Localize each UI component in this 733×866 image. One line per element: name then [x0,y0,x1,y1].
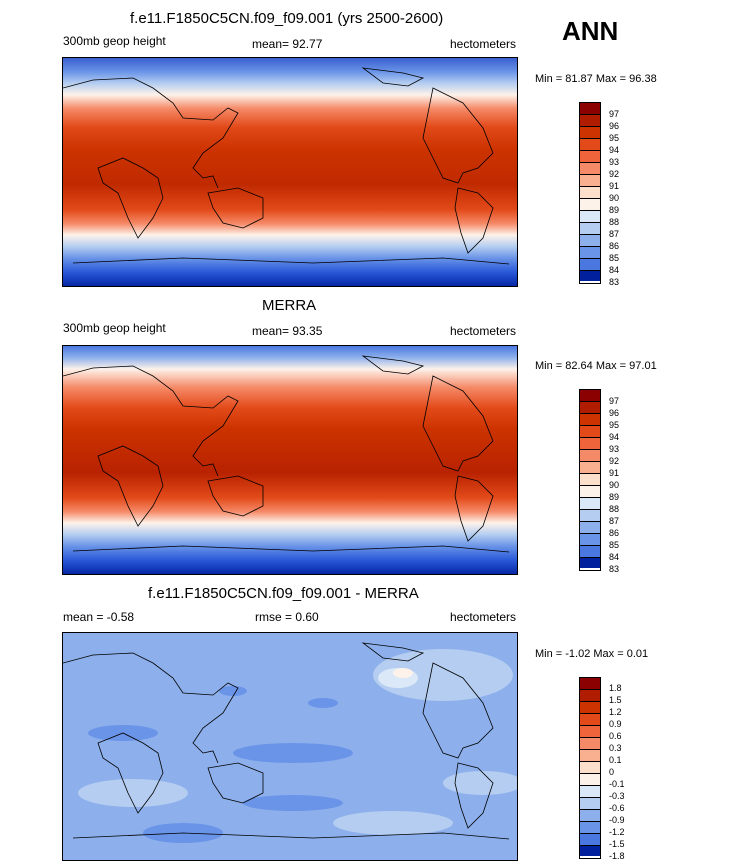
panel-3-tick: -0.9 [609,815,625,825]
panel-1-minmax: Min = 81.87 Max = 96.38 [535,73,657,85]
panel-3-tick: 0.6 [609,731,622,741]
panel-2-tick: 97 [609,396,620,406]
panel-2-legend [579,389,601,571]
panel-1-tick: 95 [609,133,620,143]
panel-2-tick: 91 [609,468,620,478]
panel-2-tick: 90 [609,480,620,490]
panel-1-mean-label: mean= 92.77 [252,37,323,51]
panel-1-left-label: 300mb geop height [63,34,166,48]
panel-1-tick: 88 [609,217,620,227]
panel-3-tick: 0.1 [609,755,622,765]
panel-3-tick: -0.3 [609,791,625,801]
panel-2-coastlines [63,355,510,553]
panel-3-tick: -1.5 [609,839,625,849]
panel-2-tick: 83 [609,564,620,574]
panel-3-tick: -0.1 [609,779,625,789]
panel-3-coastlines [63,642,510,840]
panel-2-map [62,345,518,575]
panel-3-tick: 1.8 [609,683,622,693]
panel-1-tick: 97 [609,109,620,119]
panel-1-tick: 94 [609,145,620,155]
panel-2-units-label: hectometers [450,324,517,338]
panel-1-tick: 83 [609,277,620,287]
panel-2-tick: 92 [609,456,620,466]
panel-1-units-label: hectometers [450,37,517,51]
panel-3-tick: -0.6 [609,803,625,813]
panel-2-tick: 84 [609,552,620,562]
panel-3-tick: 0.3 [609,743,622,753]
season-label: ANN [562,16,619,46]
panel-3-legend [579,677,601,859]
panel-3-title: f.e11.F1850C5CN.f09_f09.001 - MERRA [148,585,419,602]
panel-2-tick: 87 [609,516,620,526]
panel-3-units-label: hectometers [450,610,517,624]
panel-3-tick: 1.2 [609,707,622,717]
panel-1-tick: 86 [609,241,620,251]
panel-1-title: f.e11.F1850C5CN.f09_f09.001 (yrs 2500-26… [130,10,444,27]
panel-1-legend [579,102,601,284]
panel-1-tick: 89 [609,205,620,215]
panel-2-title: MERRA [262,297,317,314]
panel-2-tick: 88 [609,504,620,514]
panel-2-tick: 94 [609,432,620,442]
panel-2-left-label: 300mb geop height [63,321,166,335]
panel-3-tick: -1.2 [609,827,625,837]
panel-3-map-svg [63,633,517,860]
panel-1-tick: 93 [609,157,620,167]
panel-3-tick: 0.9 [609,719,622,729]
panel-1-map-svg [63,58,517,286]
panel-3-anomaly-patches [78,649,517,843]
panel-2-tick: 96 [609,408,620,418]
panel-3-minmax: Min = -1.02 Max = 0.01 [535,648,649,660]
panel-2-mean-label: mean= 93.35 [252,324,323,338]
panel-2-tick: 93 [609,444,620,454]
panel-2-tick: 86 [609,528,620,538]
panel-3-map [62,632,518,861]
panel-2-tick: 95 [609,420,620,430]
panel-2-tick: 85 [609,540,620,550]
panel-1-coastlines [63,67,510,265]
panel-1-tick: 90 [609,193,620,203]
panel-1-tick: 96 [609,121,620,131]
panel-2-minmax: Min = 82.64 Max = 97.01 [535,360,657,372]
panel-1-tick: 92 [609,169,620,179]
panel-3-mean-label: mean = -0.58 [63,610,135,624]
panel-2-tick: 89 [609,492,620,502]
panel-1-tick: 84 [609,265,620,275]
panel-3-tick: 0 [609,767,615,777]
panel-3-rmse-label: rmse = 0.60 [255,610,319,624]
panel-1-tick: 85 [609,253,620,263]
panel-1-tick: 91 [609,181,620,191]
panel-1-map [62,57,518,287]
panel-1-tick: 87 [609,229,620,239]
panel-3-tick: 1.5 [609,695,622,705]
panel-2-map-svg [63,346,517,574]
panel-3-tick: -1.8 [609,851,625,861]
